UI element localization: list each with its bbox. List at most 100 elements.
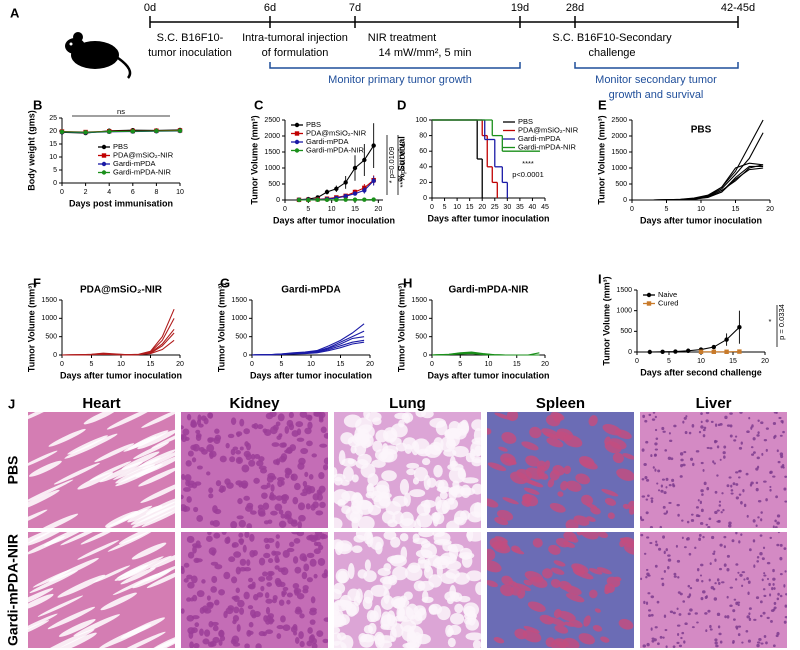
tissue-texture — [680, 458, 684, 462]
tissue-texture — [549, 502, 566, 513]
legend-label: PBS — [518, 117, 533, 126]
histology-image — [640, 412, 787, 528]
tissue-texture — [370, 584, 388, 597]
x-axis-label: Days after tumor inoculation — [427, 213, 549, 223]
tissue-texture — [245, 505, 253, 512]
tissue-texture — [740, 501, 743, 505]
tissue-texture — [393, 597, 410, 608]
column-title: Kidney — [229, 395, 280, 412]
tissue-texture — [310, 596, 316, 604]
tissue-texture — [271, 550, 277, 556]
x-tick-label: 5 — [443, 204, 447, 211]
tissue-texture — [773, 412, 777, 414]
tissue-texture — [266, 482, 271, 488]
tissue-texture — [237, 599, 245, 608]
tissue-texture — [293, 537, 301, 544]
tissue-texture — [550, 578, 561, 588]
tissue-texture — [28, 620, 50, 640]
row-label: Gardi-mPDA-NIR — [5, 534, 21, 646]
tissue-texture — [57, 574, 106, 598]
tissue-texture — [543, 432, 559, 440]
legend-label: Cured — [658, 298, 678, 307]
tissue-texture — [137, 429, 175, 450]
tissue-texture — [281, 442, 287, 448]
tissue-texture — [399, 479, 410, 495]
marker — [315, 197, 320, 203]
tissue-texture — [588, 415, 598, 427]
tissue-texture — [323, 617, 328, 622]
tissue-texture — [201, 579, 206, 584]
y-tick-label: 100 — [415, 117, 427, 124]
tissue-texture — [769, 485, 772, 488]
marker — [343, 180, 348, 185]
tissue-texture — [302, 584, 309, 591]
tissue-texture — [677, 591, 681, 594]
column-title: Lung — [389, 395, 426, 412]
tissue-texture — [759, 614, 763, 618]
bracket — [269, 62, 521, 69]
tissue-texture — [314, 532, 323, 536]
tissue-texture — [304, 471, 309, 478]
tissue-texture — [654, 428, 658, 432]
tissue-texture — [302, 480, 308, 487]
marker — [154, 128, 159, 134]
tissue-texture — [641, 495, 646, 498]
tissue-texture — [772, 422, 777, 425]
tissue-texture — [60, 532, 110, 546]
tissue-texture — [53, 632, 97, 648]
tissue-texture — [668, 432, 671, 435]
tissue-texture — [410, 614, 423, 625]
tissue-texture — [187, 450, 194, 457]
tissue-texture — [33, 513, 79, 528]
tissue-texture — [590, 506, 601, 515]
legend-marker — [101, 144, 107, 150]
tissue-texture — [193, 643, 200, 648]
tissue-texture — [760, 421, 764, 425]
tissue-texture — [648, 614, 652, 618]
tissue-texture — [463, 602, 480, 618]
tissue-texture — [200, 415, 207, 421]
tissue-texture — [601, 488, 619, 497]
x-axis-label: Days after tumor inoculation — [273, 215, 395, 225]
tissue-texture — [282, 624, 291, 632]
tissue-texture — [766, 577, 769, 581]
tissue-texture — [265, 606, 271, 615]
tissue-texture — [187, 551, 195, 559]
tissue-texture — [710, 585, 714, 590]
tissue-texture — [766, 616, 770, 620]
x-tick-label: 5 — [280, 361, 284, 368]
tissue-texture — [709, 628, 713, 631]
tissue-texture — [718, 504, 722, 507]
tissue-texture — [719, 458, 722, 461]
tissue-texture — [239, 418, 245, 427]
tissue-texture — [645, 601, 649, 605]
tissue-texture — [138, 467, 175, 487]
tissue-texture — [667, 558, 672, 562]
tissue-texture — [266, 582, 272, 587]
tissue-texture — [206, 444, 215, 453]
tissue-texture — [305, 503, 311, 510]
marker — [362, 157, 367, 163]
marker — [673, 349, 678, 354]
tissue-texture — [357, 424, 375, 440]
tissue-texture — [262, 502, 270, 510]
tissue-texture — [773, 606, 777, 610]
tissue-texture — [752, 451, 756, 454]
tissue-texture — [728, 521, 732, 525]
tissue-texture — [753, 618, 757, 621]
tissue-texture — [651, 418, 656, 421]
tissue-texture — [258, 557, 266, 566]
tissue-texture — [312, 493, 320, 501]
tissue-texture — [263, 429, 272, 436]
tissue-texture — [121, 451, 160, 470]
tissue-texture — [277, 567, 286, 573]
tissue-texture — [448, 420, 461, 434]
y-tick-label: 2000 — [611, 133, 627, 140]
histology-image — [28, 532, 175, 648]
tissue-texture — [196, 514, 204, 522]
tissue-texture — [77, 472, 114, 490]
tissue-texture — [247, 605, 254, 610]
tissue-texture — [756, 434, 760, 437]
tissue-texture — [80, 532, 119, 545]
tissue-texture — [706, 446, 710, 449]
